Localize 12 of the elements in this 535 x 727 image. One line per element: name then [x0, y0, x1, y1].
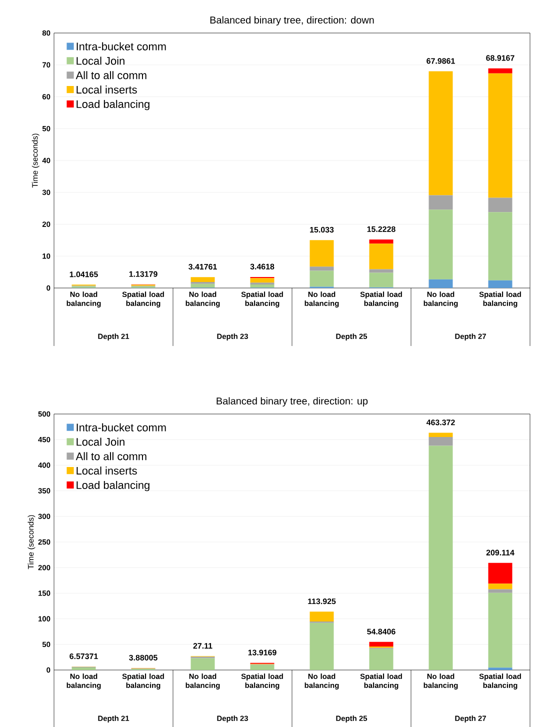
legend-label: Local Join — [76, 56, 124, 65]
legend-label: Local Join — [76, 438, 124, 446]
legend-label: Intra-bucket comm — [76, 423, 166, 432]
legend-label: Local inserts — [76, 86, 137, 94]
legend-label: Load balancing — [76, 100, 150, 110]
legend-label: Load balancing — [76, 480, 150, 492]
legend-label: Local inserts — [76, 466, 137, 475]
legend-label: All to all comm — [76, 452, 146, 460]
legend-label: All to all comm — [76, 71, 146, 80]
chart-title: Balanced binary tree, direction: up — [216, 397, 368, 406]
chart-title: Balanced binary tree, direction: down — [210, 16, 374, 26]
legend-label: Intra-bucket comm — [76, 42, 166, 50]
